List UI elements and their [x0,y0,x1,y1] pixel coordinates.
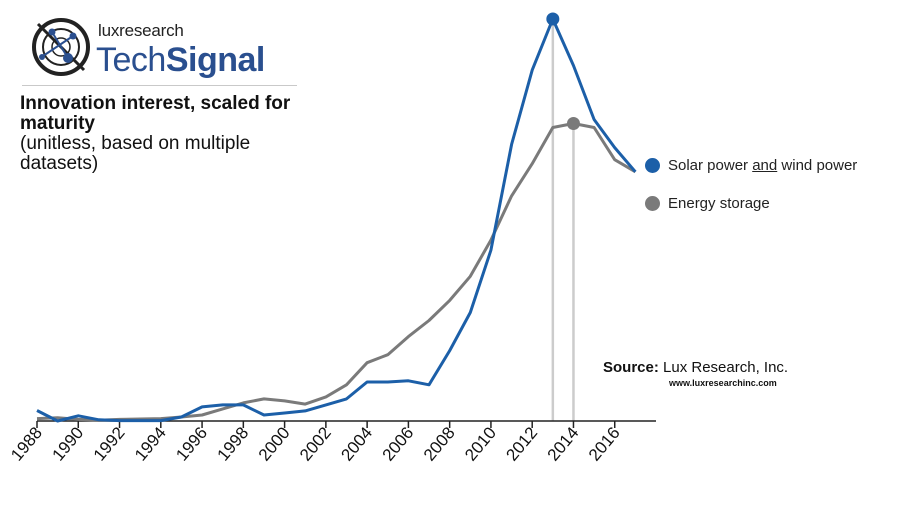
peak-marker-energy-storage [566,117,580,131]
x-tick-label-2012: 2012 [502,423,541,464]
x-tick-label-2004: 2004 [337,423,376,464]
legend-item-solar-wind: Solar power and wind power [645,146,857,184]
series-line-solar-wind [36,17,637,423]
legend-label-solar-wind: Solar power and wind power [668,156,858,174]
x-tick-label-1992: 1992 [90,423,129,464]
x-tick-label-1988: 1988 [7,423,46,464]
x-tick-label-1994: 1994 [131,423,170,464]
legend-marker-solar-wind [645,157,660,173]
x-tick-label-2016: 2016 [585,423,624,464]
source-credit: Source: Lux Research, Inc. [603,359,788,376]
brand-product-light: Tech [96,41,166,79]
legend-marker-energy-storage [645,195,660,211]
lux-logo [28,10,298,88]
x-tick-label-2002: 2002 [296,423,335,464]
x-tick-label-1998: 1998 [214,423,253,464]
x-tick-label-2014: 2014 [544,423,583,464]
x-tick-label-1996: 1996 [172,423,211,464]
brand-product-bold: Signal [165,41,266,79]
chart-heading: Innovation interest, scaled for maturity… [20,94,300,174]
legend-item-energy-storage: Energy storage [645,184,857,222]
tech-signal-radar-icon [32,18,90,76]
legend-label-energy-storage: Energy storage [668,194,770,212]
x-tick-label-2008: 2008 [420,423,459,464]
header-divider [22,85,297,86]
series-line-energy-storage [36,122,637,422]
brand-company-name: luxresearch [98,21,184,40]
chart-legend: Solar power and wind power Energy storag… [645,146,857,222]
peak-marker-solar-wind [546,12,560,26]
x-tick-label-1990: 1990 [48,423,87,464]
brand-product-name: TechSignal [96,40,265,80]
x-tick-label-2010: 2010 [461,423,500,464]
series-lines [36,12,637,423]
peak-reference-lines [551,19,575,421]
chart-title: Innovation interest, scaled for maturity [20,93,291,134]
source-name: Lux Research, Inc. [663,359,789,376]
source-label: Source: [603,359,659,376]
x-tick-label-2006: 2006 [379,423,418,464]
chart-subtitle: (unitless, based on multiple datasets) [20,133,251,174]
x-tick-label-2000: 2000 [255,423,294,464]
source-url: www.luxresearchinc.com [669,378,777,388]
x-axis-tick-labels: 1988 1990 1992 1994 1996 1998 2000 2002 2004 2006… [7,423,624,464]
